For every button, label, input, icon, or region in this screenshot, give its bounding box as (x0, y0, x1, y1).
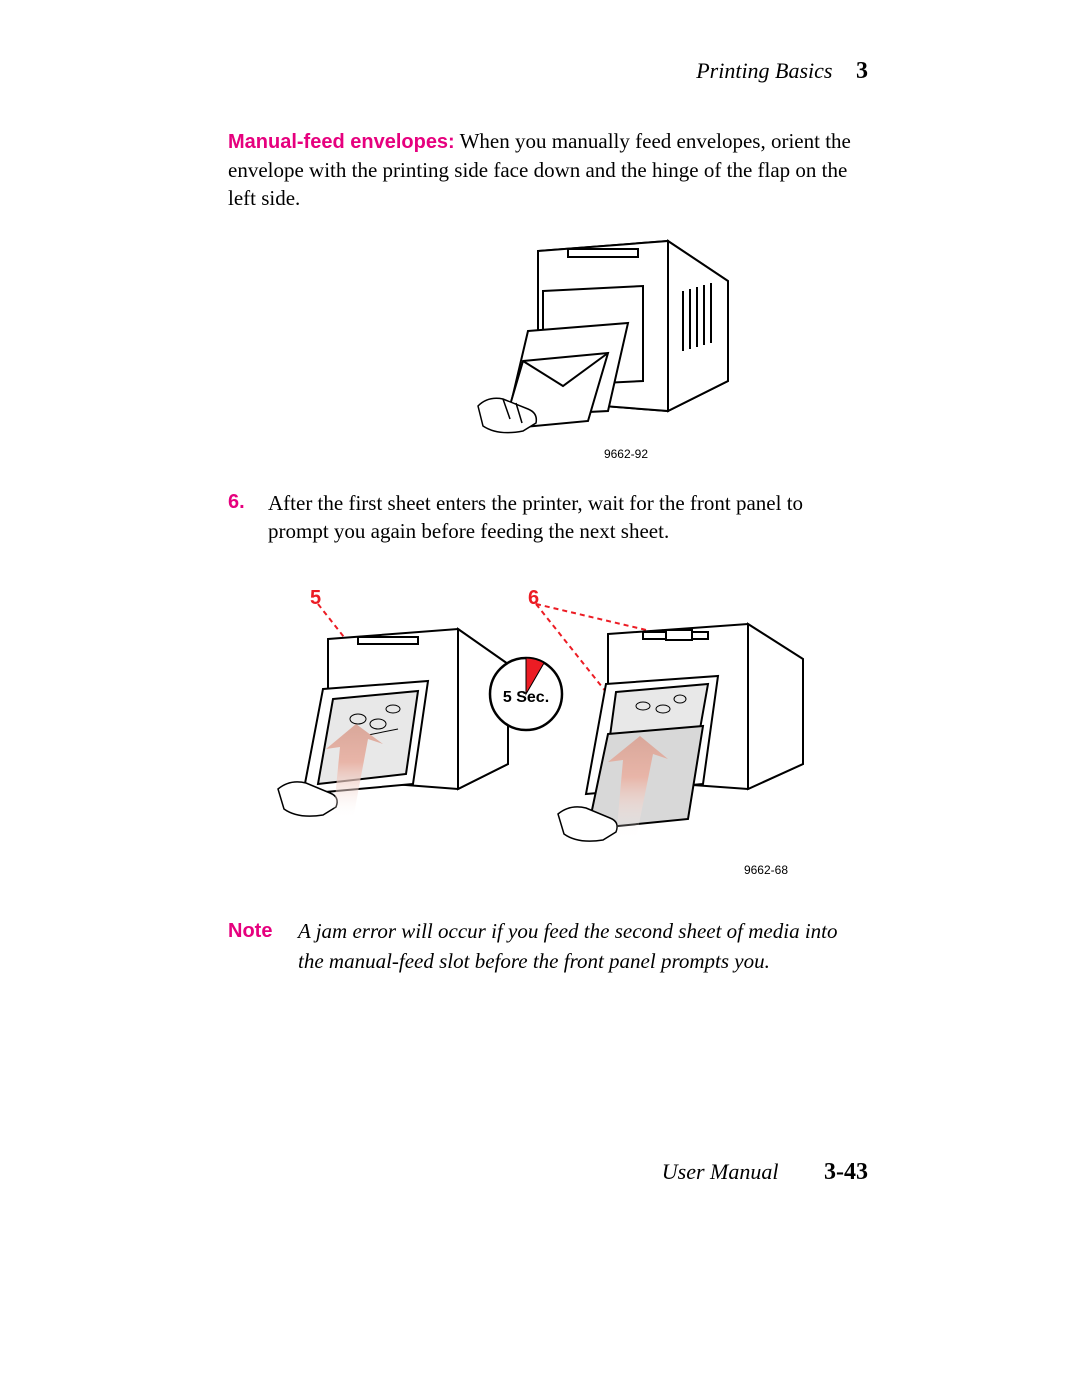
footer-manual: User Manual (662, 1159, 779, 1184)
step-number: 6. (228, 489, 268, 546)
note-text: A jam error will occur if you feed the s… (298, 917, 868, 976)
section-title: Printing Basics (696, 58, 832, 83)
printer-envelope-icon (468, 231, 748, 451)
figure2-caption: 9662-68 (744, 863, 788, 877)
note-block: Note A jam error will occur if you feed … (228, 917, 868, 976)
figure-envelope-feed: 9662-92 (228, 231, 868, 461)
page-content: Printing Basics 3 Manual-feed envelopes:… (228, 58, 868, 976)
step-text: After the first sheet enters the printer… (268, 489, 868, 546)
figure-wait-sequence: 5 6 (228, 569, 868, 889)
timer-text: 5 Sec. (503, 689, 549, 706)
note-label: Note (228, 917, 298, 976)
step-6: 6. After the first sheet enters the prin… (228, 489, 868, 546)
page-footer: User Manual 3-43 (662, 1159, 868, 1186)
paragraph-lead: Manual-feed envelopes: (228, 131, 455, 153)
figure1-caption: 9662-92 (604, 447, 648, 461)
chapter-number: 3 (856, 58, 868, 84)
page-header: Printing Basics 3 (228, 58, 868, 85)
printer-sequence-icon: 5 Sec. (258, 569, 818, 879)
manual-feed-paragraph: Manual-feed envelopes: When you manually… (228, 127, 868, 213)
footer-page-number: 3-43 (824, 1159, 868, 1185)
